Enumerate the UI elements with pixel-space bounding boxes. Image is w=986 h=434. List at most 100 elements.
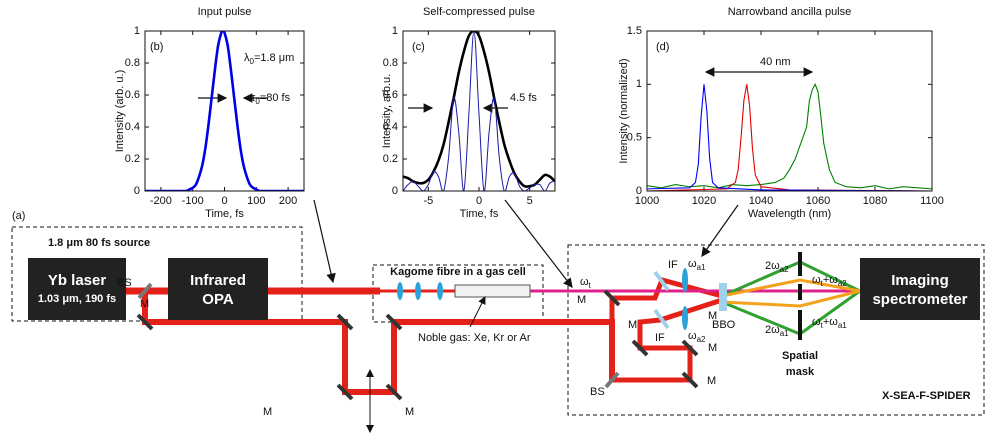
y-axis-label: Intensity (arb. u.) xyxy=(114,70,126,153)
text-part: ω xyxy=(580,276,589,288)
spider-name: X-SEA-F-SPIDER xyxy=(882,390,971,402)
x-tick-label: 100 xyxy=(247,195,265,207)
subscript: t xyxy=(821,321,824,330)
y-tick-label: 1 xyxy=(392,25,398,37)
beamsplitters xyxy=(137,282,620,389)
mirror-label: M xyxy=(140,298,149,310)
chart-title: Input pulse xyxy=(198,6,252,18)
opa: OPA xyxy=(202,291,234,308)
source-label: 1.8 μm 80 fs source xyxy=(48,237,150,249)
shg-a2: 2ωa2 xyxy=(765,260,789,274)
y-axis-label: Intensity, arb.u. xyxy=(381,74,393,148)
bs-label: BS xyxy=(117,277,132,289)
x-tick-label: 1040 xyxy=(749,195,773,207)
x-tick-label: -200 xyxy=(150,195,172,207)
y-tick-label: 0 xyxy=(392,185,398,197)
ancilla-arm xyxy=(612,297,723,383)
sum-a2: ωt+ωa2 xyxy=(812,274,847,288)
annotation: 40 nm xyxy=(760,56,791,68)
data-line xyxy=(403,31,555,191)
gas-cell xyxy=(454,284,531,298)
subscript: a1 xyxy=(697,263,706,272)
chart-title: Self-compressed pulse xyxy=(423,6,535,18)
annotation: 4.5 fs xyxy=(510,92,537,104)
bbo-crystal xyxy=(719,283,727,311)
panel-label: (b) xyxy=(150,41,163,53)
opa: Infrared xyxy=(190,272,246,289)
mirror-label: M xyxy=(707,375,716,387)
y-tick-label: 0 xyxy=(636,185,642,197)
y-tick-label: 0.2 xyxy=(125,153,140,165)
spider-box xyxy=(567,244,985,416)
y-tick-label: 1 xyxy=(636,78,642,90)
y-tick-label: 0.5 xyxy=(627,132,642,144)
data-line xyxy=(647,83,932,190)
omega-a2: ωa2 xyxy=(688,330,706,344)
yb-laser: Yb laser xyxy=(48,272,107,289)
y-tick-label: 0.2 xyxy=(383,153,398,165)
shg-a1: 2ωa1 xyxy=(765,324,789,338)
x-tick-label: 5 xyxy=(527,195,533,207)
y-tick-label: 0 xyxy=(134,185,140,197)
y-tick-label: 0.6 xyxy=(125,89,140,101)
y-axis-label: Intensity (normalized) xyxy=(618,58,630,163)
panel-label: (a) xyxy=(12,210,25,222)
omega-t: ωt xyxy=(580,276,592,290)
mask-label: mask xyxy=(786,366,815,378)
text-part: τ xyxy=(251,92,256,104)
omega-a1: ωa1 xyxy=(688,258,706,272)
y-tick-label: 0.4 xyxy=(383,121,398,133)
text-part: 2ω xyxy=(765,324,780,336)
if-label: IF xyxy=(668,259,678,271)
yb-laser-spec: 1.03 μm, 190 fs xyxy=(38,293,116,305)
annotation: τ0=80 fs xyxy=(251,92,291,106)
data-line xyxy=(145,31,304,191)
subscript: a1 xyxy=(838,321,847,330)
x-axis-label: Time, fs xyxy=(205,208,244,220)
spectrometer: spectrometer xyxy=(872,291,967,308)
filters xyxy=(653,270,670,330)
spectrometer: Imaging xyxy=(891,272,949,289)
y-tick-label: 0.4 xyxy=(125,121,140,133)
x-axis-label: Wavelength (nm) xyxy=(748,208,831,220)
bs-label: BS xyxy=(590,386,605,398)
mask-label: Spatial xyxy=(782,350,818,362)
panel-label: (c) xyxy=(412,41,425,53)
sum-a1: ωt+ωa1 xyxy=(812,316,847,330)
gas-label: Noble gas: Xe, Kr or Ar xyxy=(418,332,531,344)
x-tick-label: 0 xyxy=(221,195,227,207)
text-part: ω xyxy=(812,316,821,328)
spectrometer-box xyxy=(860,258,980,320)
subscript: 0 xyxy=(250,57,255,66)
chart-arrows xyxy=(198,67,814,288)
plot-lines xyxy=(647,83,932,191)
mirror-label: M xyxy=(628,319,637,331)
subscript: 0 xyxy=(255,97,260,106)
yb-laser-box xyxy=(28,258,126,320)
mirror-label: M xyxy=(405,406,414,418)
y-tick-label: 1 xyxy=(134,25,140,37)
text-part: =1.8 μm xyxy=(254,52,294,64)
plot-frame xyxy=(144,30,305,192)
data-line xyxy=(403,31,555,188)
mirrors xyxy=(136,289,699,401)
plot-frame xyxy=(646,30,933,192)
subscript: t xyxy=(821,279,824,288)
subscript: a2 xyxy=(697,335,706,344)
panel-label: (d) xyxy=(656,41,669,53)
bbo-label: BBO xyxy=(712,319,736,331)
text-part: ω xyxy=(688,330,697,342)
mirror-label: M xyxy=(708,342,717,354)
annotation: λ0=1.8 μm xyxy=(244,52,294,66)
ancilla-arm xyxy=(609,277,723,380)
gas-arrow xyxy=(469,296,486,328)
x-tick-label: 1020 xyxy=(692,195,716,207)
subscript: a2 xyxy=(780,265,789,274)
x-tick-label: -100 xyxy=(182,195,204,207)
fibre-label: Kagome fibre in a gas cell xyxy=(390,266,526,278)
y-tick-label: 1.5 xyxy=(627,25,642,37)
text-part: +ω xyxy=(823,274,838,286)
subscript: t xyxy=(589,281,592,290)
lenses xyxy=(397,268,688,330)
